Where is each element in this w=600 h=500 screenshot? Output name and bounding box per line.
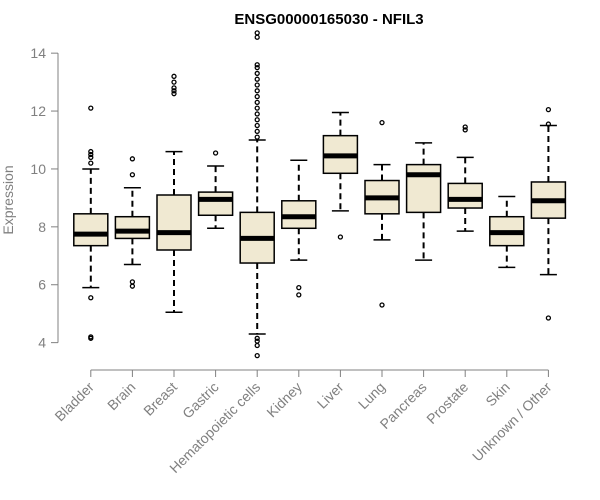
outlier-point (254, 70, 260, 77)
y-tick-label: 14 (30, 45, 46, 61)
outlier-point (129, 279, 136, 285)
outlier-point (254, 335, 260, 341)
boxes (73, 30, 567, 359)
y-tick-label: 10 (30, 161, 46, 177)
outlier-point (88, 105, 94, 111)
outlier-point (545, 106, 552, 113)
outlier-point (254, 64, 260, 71)
x-tick-label: Brain (104, 379, 138, 413)
box-bladder (73, 105, 109, 341)
outlier-point (337, 234, 344, 240)
outlier-point (462, 124, 468, 130)
outlier-point (379, 119, 385, 126)
outlier-point (254, 342, 260, 349)
outlier-point (254, 34, 260, 40)
iqr-box (114, 215, 151, 240)
box-unknown-other (530, 106, 567, 321)
outlier-point (212, 150, 219, 156)
outlier-point (254, 122, 260, 129)
outlier-point (88, 151, 94, 158)
outlier-point (88, 160, 94, 166)
box-kidney (281, 159, 317, 298)
outlier-point (254, 93, 260, 100)
iqr-box (447, 182, 483, 209)
outlier-point (171, 88, 177, 94)
outlier-point (254, 76, 260, 82)
outlier-point (171, 91, 177, 97)
outlier-point (254, 105, 260, 111)
box-skin (489, 195, 525, 269)
outlier-point (296, 292, 302, 298)
outlier-point (254, 99, 260, 106)
y-axis: 4 6 8 10 12 14 (30, 45, 59, 351)
box-pancreas (405, 142, 442, 261)
outlier-point (254, 111, 260, 117)
box-lung (364, 119, 400, 308)
outlier-point (88, 334, 94, 340)
outlier-point (296, 284, 302, 291)
outlier-point (545, 121, 552, 127)
outlier-point (171, 73, 177, 79)
x-tick-label: Bladder (51, 379, 97, 425)
x-tick-label: Lung (355, 379, 388, 412)
outlier-point (171, 85, 177, 91)
outlier-point (254, 353, 260, 359)
x-tick-label: Skin (482, 379, 513, 410)
outlier-point (88, 154, 94, 161)
outlier-point (129, 283, 136, 289)
outlier-point (254, 128, 260, 134)
box-brain (114, 156, 151, 289)
outlier-point (379, 302, 385, 308)
outlier-point (88, 148, 94, 155)
outlier-point (254, 82, 260, 88)
iqr-box (73, 213, 109, 247)
outlier-point (545, 315, 552, 321)
box-liver (322, 111, 359, 240)
outlier-point (462, 127, 468, 133)
outlier-point (254, 88, 260, 94)
y-tick-label: 6 (38, 277, 46, 293)
x-tick-label: Unknown / Other (469, 379, 555, 465)
iqr-box (156, 194, 192, 251)
iqr-box (405, 163, 442, 214)
outlier-point (254, 30, 260, 36)
box-hematopoietic-cells (239, 30, 275, 359)
y-axis-title: Expression (0, 165, 16, 234)
x-tick-label: Breast (140, 379, 180, 419)
x-tick-label: Kidney (263, 379, 305, 421)
outlier-point (254, 338, 260, 344)
outlier-point (129, 156, 136, 162)
y-tick-label: 4 (38, 335, 46, 351)
x-tick-label: Prostate (423, 379, 471, 427)
x-tick-label: Liver (314, 379, 347, 412)
y-tick-label: 12 (30, 103, 46, 119)
outlier-point (254, 117, 260, 123)
outlier-point (88, 295, 94, 301)
iqr-box (197, 191, 234, 217)
outlier-point (254, 62, 260, 68)
outlier-point (129, 172, 136, 178)
box-prostate (447, 124, 483, 232)
y-tick-label: 8 (38, 219, 46, 235)
outlier-point (171, 79, 177, 85)
box-breast (156, 73, 192, 313)
chart-title: ENSG00000165030 - NFIL3 (234, 11, 423, 28)
box-gastric (197, 150, 234, 230)
outlier-point (254, 134, 260, 140)
